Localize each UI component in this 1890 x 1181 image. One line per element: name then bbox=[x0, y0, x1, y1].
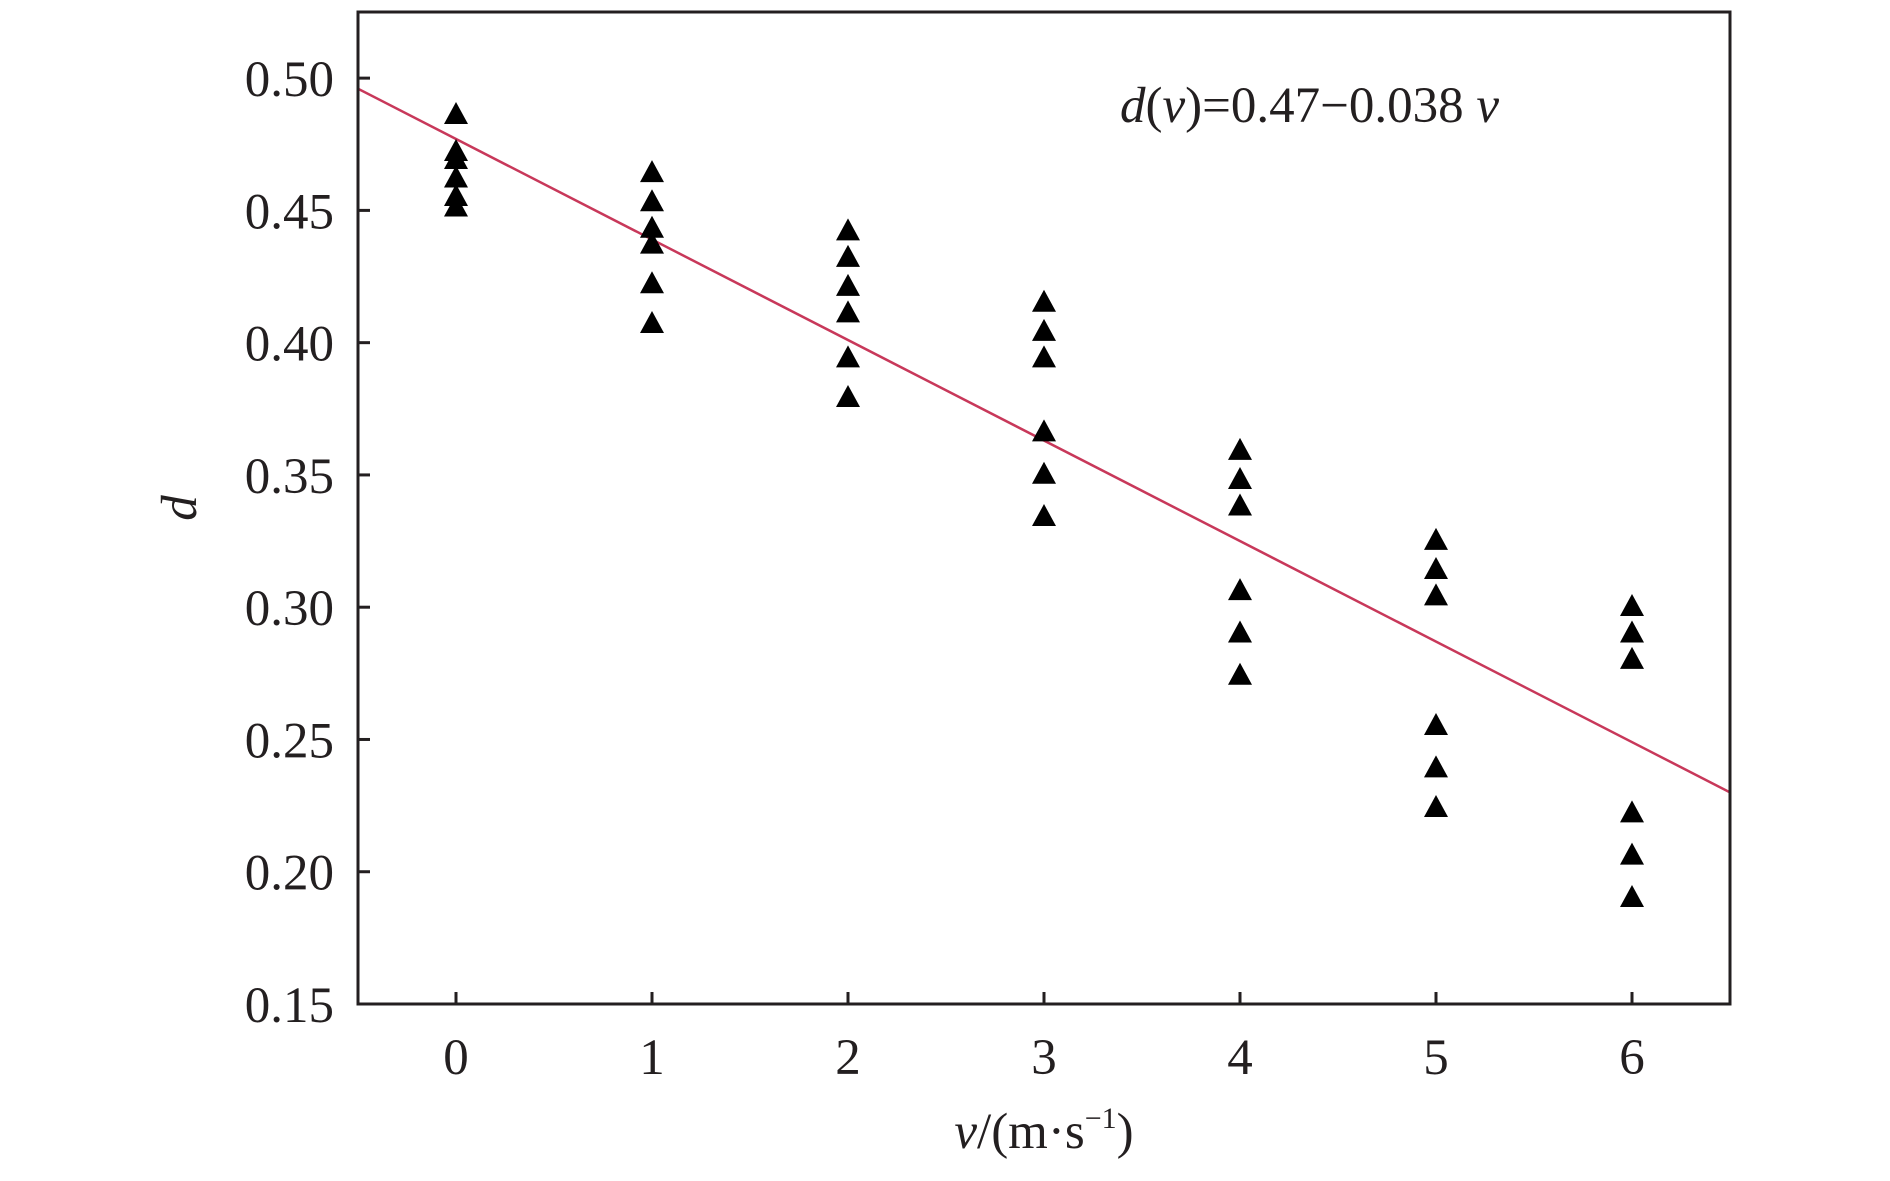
data-point bbox=[1228, 620, 1252, 643]
data-point bbox=[1228, 467, 1252, 490]
data-point bbox=[444, 194, 468, 217]
x-label-exp: −1 bbox=[1085, 1102, 1117, 1135]
data-point bbox=[836, 385, 860, 408]
y-tick-label: 0.35 bbox=[245, 449, 334, 505]
data-point bbox=[1032, 504, 1056, 527]
y-tick-label: 0.20 bbox=[245, 846, 334, 902]
y-tick-label: 0.25 bbox=[245, 713, 334, 769]
x-label-close: ) bbox=[1117, 1104, 1134, 1160]
y-tick-label: 0.50 bbox=[245, 52, 334, 108]
data-point bbox=[1032, 318, 1056, 341]
axis-ticks bbox=[358, 76, 1634, 1006]
y-tick-label: 0.30 bbox=[245, 581, 334, 637]
x-tick-label: 2 bbox=[835, 1030, 861, 1086]
x-tick-label: 6 bbox=[1619, 1030, 1645, 1086]
y-axis-label: d bbox=[152, 495, 208, 521]
equation-open: ( bbox=[1146, 78, 1163, 134]
y-tick-label: 0.45 bbox=[245, 184, 334, 240]
x-tick-label: 3 bbox=[1031, 1030, 1057, 1086]
data-point bbox=[836, 218, 860, 241]
x-tick-labels: 0 1 2 3 4 5 6 bbox=[443, 1030, 1645, 1086]
x-tick-label: 0 bbox=[443, 1030, 469, 1086]
data-point bbox=[1620, 620, 1644, 643]
x-axis-label: v/(m·s−1) bbox=[954, 1102, 1133, 1160]
y-tick-label: 0.15 bbox=[245, 978, 334, 1034]
data-point bbox=[836, 300, 860, 323]
data-point bbox=[1424, 713, 1448, 736]
data-point bbox=[1228, 437, 1252, 460]
data-point bbox=[444, 101, 468, 124]
data-point bbox=[1032, 461, 1056, 484]
data-point bbox=[640, 160, 664, 183]
data-point bbox=[836, 244, 860, 267]
data-point bbox=[1424, 556, 1448, 579]
data-point bbox=[1424, 583, 1448, 606]
data-point bbox=[640, 231, 664, 254]
data-point bbox=[444, 146, 468, 169]
x-tick-label: 5 bbox=[1423, 1030, 1449, 1086]
data-point bbox=[1032, 289, 1056, 312]
equation-rest: )=0.47−0.038 bbox=[1185, 78, 1476, 134]
data-point bbox=[1424, 527, 1448, 550]
data-point bbox=[640, 310, 664, 333]
data-point bbox=[1032, 345, 1056, 368]
data-point bbox=[836, 345, 860, 368]
data-point bbox=[1620, 884, 1644, 907]
fit-equation: d(v)=0.47−0.038 v bbox=[1120, 78, 1499, 134]
data-point bbox=[1620, 800, 1644, 823]
data-point bbox=[1032, 419, 1056, 442]
data-point bbox=[1424, 795, 1448, 818]
data-point bbox=[1228, 662, 1252, 685]
data-point bbox=[640, 271, 664, 294]
equation-d: d bbox=[1120, 78, 1146, 134]
equation-v2: v bbox=[1476, 78, 1499, 134]
x-label-var: v bbox=[954, 1104, 977, 1160]
y-tick-label: 0.40 bbox=[245, 317, 334, 373]
data-point bbox=[1424, 755, 1448, 778]
data-point bbox=[640, 189, 664, 212]
data-point bbox=[1228, 493, 1252, 516]
data-point bbox=[640, 215, 664, 238]
data-point bbox=[444, 165, 468, 188]
y-tick-labels: 0.15 0.20 0.25 0.30 0.35 0.40 0.45 0.50 bbox=[245, 52, 334, 1034]
equation-v: v bbox=[1162, 78, 1185, 134]
data-point bbox=[836, 273, 860, 296]
plot-frame bbox=[356, 10, 1732, 1006]
x-label-unit: /(m·s bbox=[977, 1104, 1085, 1160]
data-points bbox=[444, 101, 1644, 907]
data-point bbox=[1620, 646, 1644, 669]
data-point bbox=[1228, 578, 1252, 601]
data-point bbox=[1620, 594, 1644, 616]
data-point bbox=[1620, 842, 1644, 865]
x-tick-label: 1 bbox=[639, 1030, 665, 1086]
x-tick-label: 4 bbox=[1227, 1030, 1253, 1086]
